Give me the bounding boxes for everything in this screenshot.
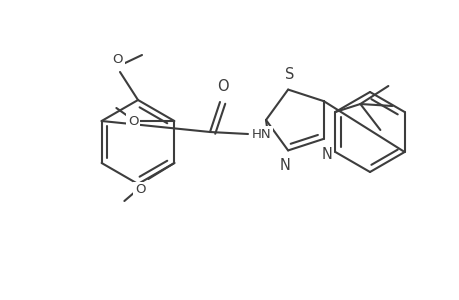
Text: S: S [285, 67, 294, 82]
Text: O: O [112, 53, 123, 66]
Text: N: N [321, 147, 331, 162]
Text: N: N [279, 158, 290, 173]
Text: O: O [217, 79, 228, 94]
Text: O: O [128, 115, 138, 128]
Text: O: O [134, 183, 145, 196]
Text: HN: HN [252, 128, 271, 140]
